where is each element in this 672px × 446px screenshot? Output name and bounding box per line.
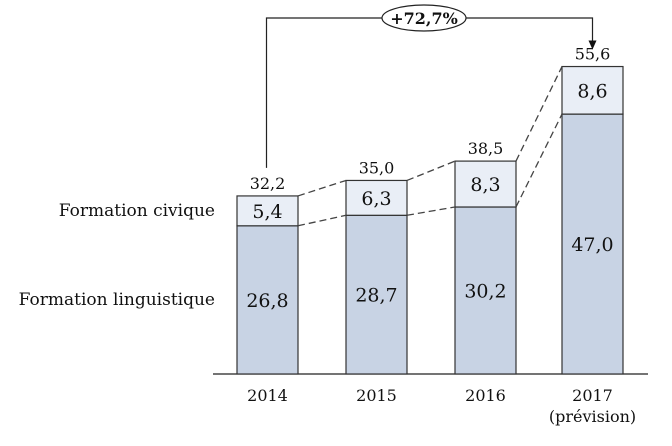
total-label: 55,6 — [575, 45, 611, 64]
dashed-connector-mid — [406, 206, 456, 216]
x-tick-label: 2017 — [572, 386, 613, 405]
series-label-linguistique: Formation linguistique — [19, 290, 215, 310]
arrowhead-icon — [588, 40, 597, 50]
data-label: 47,0 — [571, 234, 613, 256]
bar-segment-civique-2014 — [236, 195, 299, 227]
series-label-civique: Formation civique — [59, 201, 215, 221]
data-label: 28,7 — [355, 285, 397, 307]
annotation-ellipse — [381, 4, 467, 32]
data-label: 30,2 — [464, 280, 506, 302]
data-label: 8,6 — [577, 80, 607, 102]
data-label: 6,3 — [361, 188, 391, 210]
data-label: 8,3 — [470, 174, 500, 196]
dashed-connector-mid — [297, 214, 347, 227]
bar-segment-civique-2015 — [345, 179, 408, 216]
x-tick-sublabel: (prévision) — [549, 407, 636, 426]
dashed-connector-top — [297, 179, 347, 197]
bar-segment-linguistique-2014 — [236, 225, 299, 375]
x-tick-label: 2014 — [247, 386, 288, 405]
x-tick-label: 2015 — [356, 386, 397, 405]
dashed-connector-top — [406, 160, 456, 182]
bar-segment-linguistique-2016 — [454, 206, 517, 375]
total-label: 32,2 — [250, 174, 286, 193]
total-label: 35,0 — [359, 158, 395, 177]
total-label: 38,5 — [468, 139, 504, 158]
data-label: 26,8 — [246, 290, 288, 312]
bar-segment-linguistique-2017 — [561, 113, 624, 375]
bar-segment-civique-2016 — [454, 160, 517, 208]
growth-annotation: +72,7% — [390, 9, 458, 28]
dashed-connector-mid — [515, 113, 563, 208]
growth-arrow-line — [265, 17, 594, 168]
dashed-connector-top — [515, 66, 563, 162]
bar-segment-civique-2017 — [561, 65, 624, 115]
data-label: 5,4 — [252, 201, 282, 223]
x-tick-label: 2016 — [465, 386, 506, 405]
